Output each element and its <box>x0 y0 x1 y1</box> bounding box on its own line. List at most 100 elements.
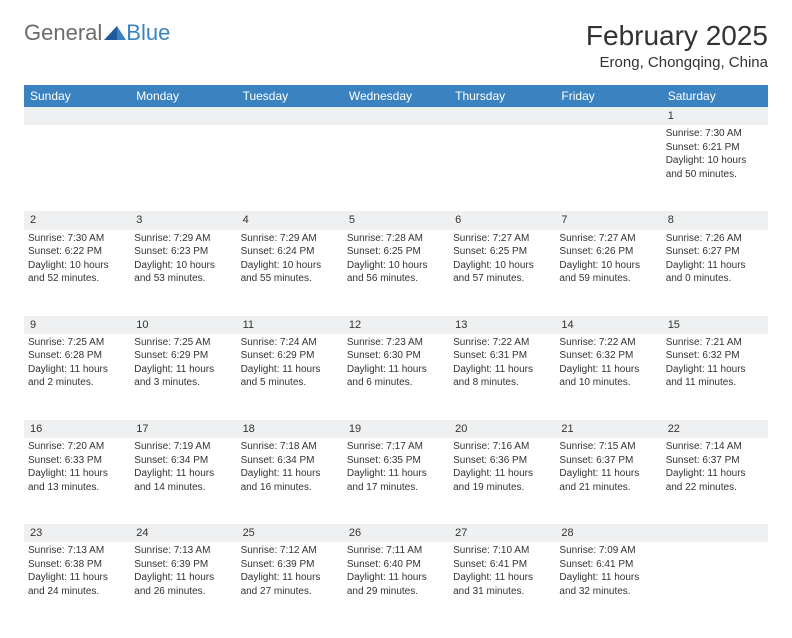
day-number: 5 <box>343 211 449 229</box>
daylight-text: Daylight: 10 hours and 57 minutes. <box>453 259 551 286</box>
day-cell: Sunrise: 7:30 AMSunset: 6:22 PMDaylight:… <box>24 230 130 316</box>
day-cell <box>555 125 661 211</box>
day-content-row: Sunrise: 7:13 AMSunset: 6:38 PMDaylight:… <box>24 542 768 628</box>
sunset-text: Sunset: 6:37 PM <box>559 454 657 468</box>
daylight-text: Daylight: 10 hours and 52 minutes. <box>28 259 126 286</box>
sunrise-text: Sunrise: 7:22 AM <box>453 336 551 350</box>
sunrise-text: Sunrise: 7:18 AM <box>241 440 339 454</box>
sunset-text: Sunset: 6:37 PM <box>666 454 764 468</box>
sunrise-text: Sunrise: 7:26 AM <box>666 232 764 246</box>
day-number <box>237 107 343 125</box>
sunset-text: Sunset: 6:26 PM <box>559 245 657 259</box>
sunrise-text: Sunrise: 7:10 AM <box>453 544 551 558</box>
daylight-text: Daylight: 11 hours and 29 minutes. <box>347 571 445 598</box>
day-cell: Sunrise: 7:15 AMSunset: 6:37 PMDaylight:… <box>555 438 661 524</box>
daylight-text: Daylight: 11 hours and 10 minutes. <box>559 363 657 390</box>
day-cell: Sunrise: 7:27 AMSunset: 6:25 PMDaylight:… <box>449 230 555 316</box>
weekday-header: Friday <box>555 85 661 107</box>
day-number: 14 <box>555 316 661 334</box>
weekday-header: Saturday <box>662 85 768 107</box>
day-number <box>130 107 236 125</box>
sunrise-text: Sunrise: 7:15 AM <box>559 440 657 454</box>
day-number: 9 <box>24 316 130 334</box>
daylight-text: Daylight: 10 hours and 56 minutes. <box>347 259 445 286</box>
day-cell-content: Sunrise: 7:27 AMSunset: 6:26 PMDaylight:… <box>559 230 657 286</box>
day-number: 13 <box>449 316 555 334</box>
calendar-body: 1Sunrise: 7:30 AMSunset: 6:21 PMDaylight… <box>24 107 768 628</box>
day-cell: Sunrise: 7:17 AMSunset: 6:35 PMDaylight:… <box>343 438 449 524</box>
day-cell-content: Sunrise: 7:25 AMSunset: 6:29 PMDaylight:… <box>134 334 232 390</box>
day-number <box>555 107 661 125</box>
day-number <box>662 524 768 542</box>
sunrise-text: Sunrise: 7:13 AM <box>134 544 232 558</box>
day-cell-content: Sunrise: 7:25 AMSunset: 6:28 PMDaylight:… <box>28 334 126 390</box>
weekday-header: Monday <box>130 85 236 107</box>
day-cell: Sunrise: 7:12 AMSunset: 6:39 PMDaylight:… <box>237 542 343 628</box>
day-cell: Sunrise: 7:30 AMSunset: 6:21 PMDaylight:… <box>662 125 768 211</box>
sunset-text: Sunset: 6:41 PM <box>453 558 551 572</box>
day-cell-content: Sunrise: 7:10 AMSunset: 6:41 PMDaylight:… <box>453 542 551 598</box>
daylight-text: Daylight: 10 hours and 50 minutes. <box>666 154 764 181</box>
day-cell <box>343 125 449 211</box>
daylight-text: Daylight: 11 hours and 27 minutes. <box>241 571 339 598</box>
daylight-text: Daylight: 11 hours and 31 minutes. <box>453 571 551 598</box>
day-cell-content: Sunrise: 7:28 AMSunset: 6:25 PMDaylight:… <box>347 230 445 286</box>
day-cell-content: Sunrise: 7:12 AMSunset: 6:39 PMDaylight:… <box>241 542 339 598</box>
sunset-text: Sunset: 6:29 PM <box>134 349 232 363</box>
sunset-text: Sunset: 6:32 PM <box>559 349 657 363</box>
daylight-text: Daylight: 10 hours and 55 minutes. <box>241 259 339 286</box>
sunset-text: Sunset: 6:30 PM <box>347 349 445 363</box>
sunset-text: Sunset: 6:22 PM <box>28 245 126 259</box>
day-content-row: Sunrise: 7:30 AMSunset: 6:22 PMDaylight:… <box>24 230 768 316</box>
day-cell <box>24 125 130 211</box>
day-number: 23 <box>24 524 130 542</box>
day-cell-content: Sunrise: 7:17 AMSunset: 6:35 PMDaylight:… <box>347 438 445 494</box>
sunset-text: Sunset: 6:39 PM <box>241 558 339 572</box>
daylight-text: Daylight: 11 hours and 16 minutes. <box>241 467 339 494</box>
day-cell-content: Sunrise: 7:18 AMSunset: 6:34 PMDaylight:… <box>241 438 339 494</box>
page-header: General Blue February 2025 Erong, Chongq… <box>24 20 768 71</box>
month-title: February 2025 <box>586 20 768 52</box>
day-number: 25 <box>237 524 343 542</box>
day-cell-content: Sunrise: 7:13 AMSunset: 6:39 PMDaylight:… <box>134 542 232 598</box>
sunrise-text: Sunrise: 7:14 AM <box>666 440 764 454</box>
day-number: 6 <box>449 211 555 229</box>
sunset-text: Sunset: 6:32 PM <box>666 349 764 363</box>
day-number: 8 <box>662 211 768 229</box>
day-cell-content: Sunrise: 7:21 AMSunset: 6:32 PMDaylight:… <box>666 334 764 390</box>
day-number: 27 <box>449 524 555 542</box>
day-cell: Sunrise: 7:10 AMSunset: 6:41 PMDaylight:… <box>449 542 555 628</box>
day-number <box>449 107 555 125</box>
daylight-text: Daylight: 11 hours and 13 minutes. <box>28 467 126 494</box>
day-cell-content: Sunrise: 7:20 AMSunset: 6:33 PMDaylight:… <box>28 438 126 494</box>
day-number: 7 <box>555 211 661 229</box>
day-cell: Sunrise: 7:29 AMSunset: 6:23 PMDaylight:… <box>130 230 236 316</box>
day-cell-content: Sunrise: 7:15 AMSunset: 6:37 PMDaylight:… <box>559 438 657 494</box>
day-cell: Sunrise: 7:29 AMSunset: 6:24 PMDaylight:… <box>237 230 343 316</box>
daylight-text: Daylight: 11 hours and 26 minutes. <box>134 571 232 598</box>
sunrise-text: Sunrise: 7:27 AM <box>453 232 551 246</box>
daylight-text: Daylight: 10 hours and 53 minutes. <box>134 259 232 286</box>
sunrise-text: Sunrise: 7:22 AM <box>559 336 657 350</box>
day-cell <box>130 125 236 211</box>
sunrise-text: Sunrise: 7:09 AM <box>559 544 657 558</box>
day-cell: Sunrise: 7:18 AMSunset: 6:34 PMDaylight:… <box>237 438 343 524</box>
sunrise-text: Sunrise: 7:20 AM <box>28 440 126 454</box>
daylight-text: Daylight: 11 hours and 3 minutes. <box>134 363 232 390</box>
day-cell: Sunrise: 7:13 AMSunset: 6:39 PMDaylight:… <box>130 542 236 628</box>
sunset-text: Sunset: 6:21 PM <box>666 141 764 155</box>
sunset-text: Sunset: 6:29 PM <box>241 349 339 363</box>
day-number: 3 <box>130 211 236 229</box>
day-cell-content: Sunrise: 7:27 AMSunset: 6:25 PMDaylight:… <box>453 230 551 286</box>
day-cell: Sunrise: 7:13 AMSunset: 6:38 PMDaylight:… <box>24 542 130 628</box>
sunrise-text: Sunrise: 7:30 AM <box>666 127 764 141</box>
day-cell-content: Sunrise: 7:19 AMSunset: 6:34 PMDaylight:… <box>134 438 232 494</box>
day-cell: Sunrise: 7:09 AMSunset: 6:41 PMDaylight:… <box>555 542 661 628</box>
day-number: 20 <box>449 420 555 438</box>
sunrise-text: Sunrise: 7:17 AM <box>347 440 445 454</box>
calendar-table: Sunday Monday Tuesday Wednesday Thursday… <box>24 85 768 628</box>
sunset-text: Sunset: 6:39 PM <box>134 558 232 572</box>
day-cell <box>237 125 343 211</box>
weekday-header: Thursday <box>449 85 555 107</box>
sunset-text: Sunset: 6:23 PM <box>134 245 232 259</box>
